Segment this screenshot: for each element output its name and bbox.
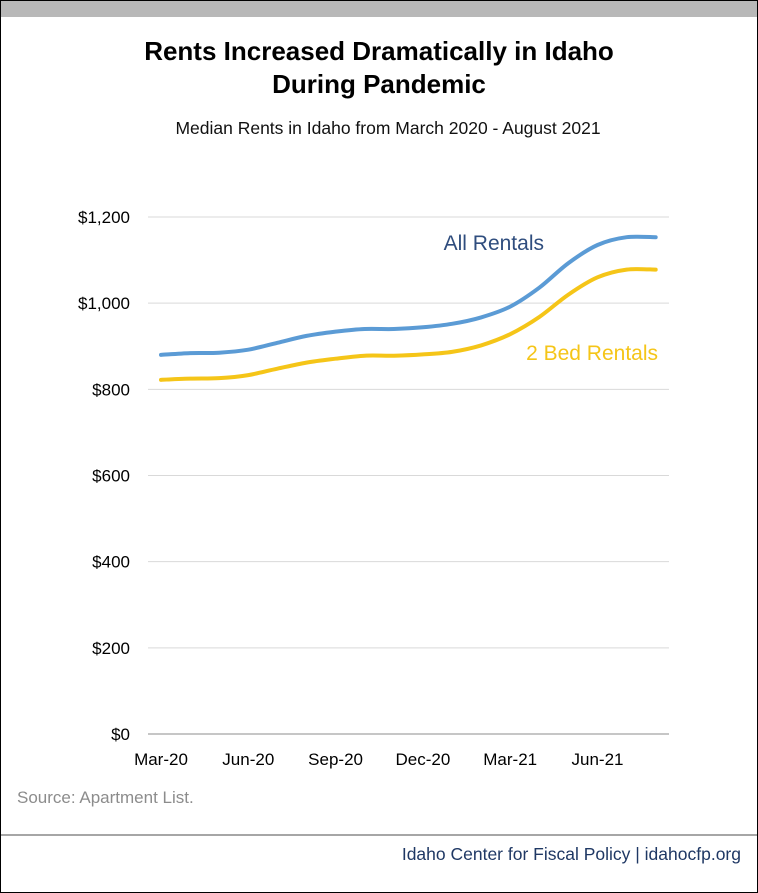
two-bed-rentals-line <box>159 267 658 382</box>
footer-divider <box>1 834 757 836</box>
gridlines <box>148 216 669 735</box>
x-axis-tick-labels: Mar-20 Jun-20 Sep-20 Dec-20 Mar-21 Jun-21 <box>134 750 623 769</box>
y-axis-tick-labels: $0 $200 $400 $600 $800 $1,000 $1,200 <box>78 208 130 744</box>
two-bed-rentals-label: 2 Bed Rentals <box>526 342 658 365</box>
all-rentals-line <box>159 234 658 357</box>
chart-title: Rents Increased Dramatically in Idaho Du… <box>1 35 757 101</box>
chart-title-line-1: Rents Increased Dramatically in Idaho <box>144 36 614 66</box>
chart-title-line-2: During Pandemic <box>272 69 486 99</box>
series-labels: All Rentals 2 Bed Rentals <box>444 232 658 365</box>
y-tick-label: $800 <box>92 380 130 399</box>
y-tick-label: $600 <box>92 467 130 486</box>
x-tick-label: Sep-20 <box>308 750 363 769</box>
x-tick-label: Jun-20 <box>222 750 274 769</box>
y-tick-label: $400 <box>92 553 130 572</box>
x-tick-label: Jun-21 <box>572 750 624 769</box>
x-tick-label: Mar-20 <box>134 750 188 769</box>
series-lines <box>159 234 658 382</box>
all-rentals-label: All Rentals <box>444 232 544 255</box>
footer-credit: Idaho Center for Fiscal Policy | idahocf… <box>401 844 741 864</box>
top-bar <box>1 1 757 17</box>
y-tick-label: $200 <box>92 639 130 658</box>
y-tick-label: $0 <box>111 725 130 744</box>
x-tick-label: Dec-20 <box>395 750 450 769</box>
chart-subtitle: Median Rents in Idaho from March 2020 - … <box>175 118 601 138</box>
y-tick-label: $1,000 <box>78 294 130 313</box>
source-note: Source: Apartment List. <box>17 788 194 807</box>
y-tick-label: $1,200 <box>78 208 130 227</box>
line-chart: $0 $200 $400 $600 $800 $1,000 $1,200 Mar-20 Jun… <box>78 208 669 769</box>
x-tick-label: Mar-21 <box>483 750 537 769</box>
